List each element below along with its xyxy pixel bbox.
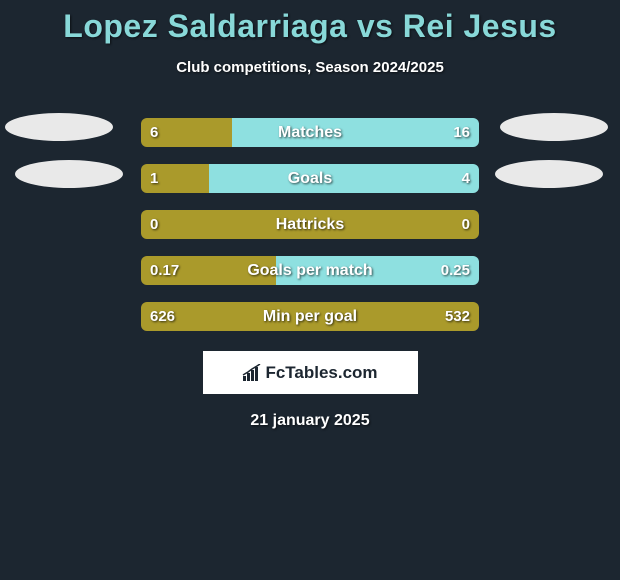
stat-value-right: 0.25 [441,256,470,285]
bar-track [141,164,479,193]
stat-value-left: 6 [150,118,158,147]
bar-left [141,210,479,239]
brand-text: FcTables.com [265,363,377,383]
bar-track [141,210,479,239]
stat-value-left: 0 [150,210,158,239]
page-title: Lopez Saldarriaga vs Rei Jesus [0,0,620,45]
bar-track [141,302,479,331]
stat-value-right: 0 [462,210,470,239]
player-left-photo [5,113,113,141]
bar-right [232,118,479,147]
stat-value-right: 16 [453,118,470,147]
brand-box: FcTables.com [203,351,418,394]
stat-value-left: 626 [150,302,175,331]
date-label: 21 january 2025 [0,412,620,430]
bar-track [141,256,479,285]
bar-right [209,164,479,193]
brand-label: FcTables.com [242,363,377,383]
player-right-photo [495,160,603,188]
stat-value-right: 532 [445,302,470,331]
stat-value-left: 0.17 [150,256,179,285]
stat-row: Hattricks00 [0,200,620,246]
bar-left [141,302,479,331]
player-right-photo [500,113,608,141]
subtitle: Club competitions, Season 2024/2025 [0,59,620,76]
stat-value-right: 4 [462,164,470,193]
comparison-chart: Matches616Goals14Hattricks00Goals per ma… [0,108,620,338]
bar-chart-icon [242,364,262,382]
stat-value-left: 1 [150,164,158,193]
player-left-photo [15,160,123,188]
stat-row: Min per goal626532 [0,292,620,338]
stat-row: Goals per match0.170.25 [0,246,620,292]
bar-track [141,118,479,147]
